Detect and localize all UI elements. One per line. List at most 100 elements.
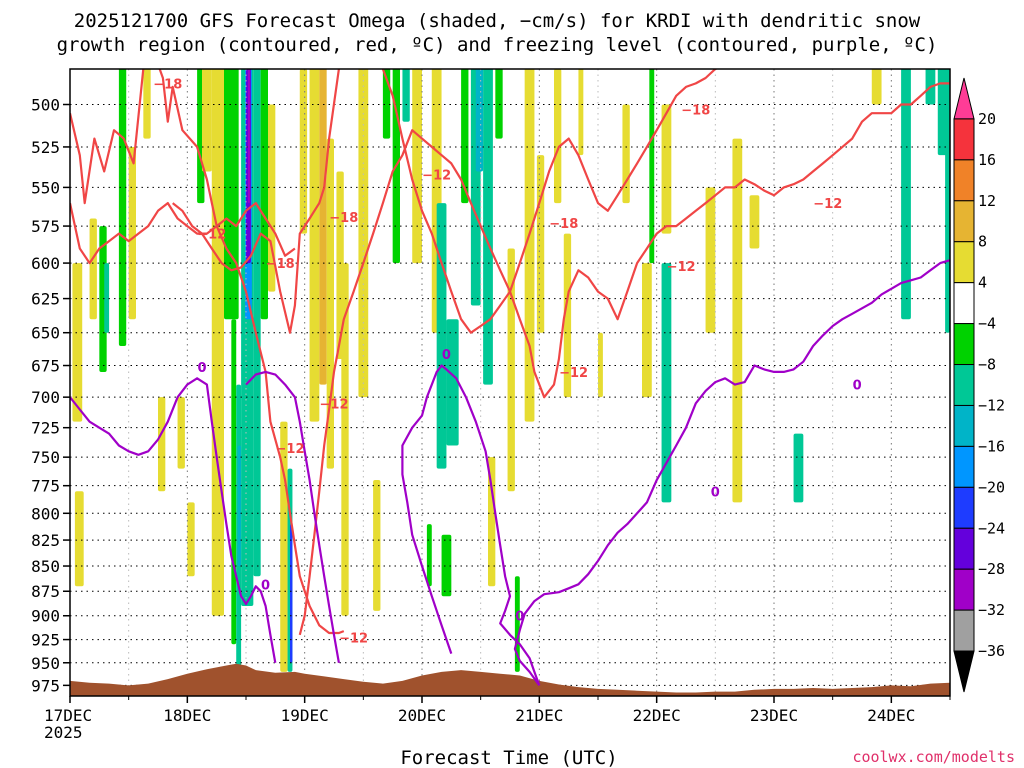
colorbar-swatch-7 (953, 364, 975, 406)
colorbar-label-6: −8 (978, 356, 996, 374)
colorbar-label-13: −36 (978, 642, 1005, 660)
colorbar-label-9: −20 (978, 478, 1005, 496)
contour-label-3: −18 (329, 211, 358, 226)
contour-label-18: 0 (853, 379, 862, 394)
colorbar-swatch-11 (953, 527, 975, 570)
omega-cell-28 (299, 69, 308, 234)
x-tick-label-2: 19DEC (281, 706, 329, 725)
contour-label-15: 0 (442, 348, 451, 363)
colorbar-bottom-arrow (953, 650, 975, 693)
chart-title-line-2: growth region (contoured, red, ºC) and f… (57, 34, 938, 56)
omega-cell-51 (507, 248, 515, 492)
omega-cell-48 (483, 69, 493, 385)
plot-frame (69, 68, 951, 697)
omega-cell-39 (412, 69, 422, 264)
omega-cell-69 (901, 69, 911, 320)
contour-label-7: −12 (422, 169, 451, 184)
omega-cell-70 (925, 69, 936, 105)
omega-cell-55 (554, 69, 562, 204)
colorbar-swatch-2 (953, 159, 975, 202)
omega-cell-24 (268, 104, 276, 292)
x-tick-label-6: 23DEC (750, 706, 798, 725)
y-tick-label-17: 925 (31, 631, 60, 650)
x-tick-label-0: 17DEC (44, 706, 92, 725)
x-tick-label-4: 21DEC (515, 706, 563, 725)
omega-cell-2 (89, 218, 97, 320)
y-tick-label-10: 750 (31, 448, 60, 467)
omega-cell-1 (74, 491, 84, 587)
omega-cell-17 (237, 445, 242, 567)
omega-cell-14 (224, 69, 239, 320)
contour-label-1: −12 (197, 228, 226, 243)
omega-cell-42 (436, 203, 447, 469)
y-tick-label-7: 675 (31, 357, 60, 376)
credit-link[interactable]: coolwx.com/modelts (852, 748, 1015, 766)
omega-cell-57 (578, 69, 584, 156)
omega-cell-15 (231, 319, 237, 645)
colorbar-swatch-4 (953, 241, 975, 284)
omega-cell-63 (661, 263, 672, 503)
omega-cell-56 (563, 233, 572, 398)
contour-label-13: 0 (197, 361, 206, 376)
y-tick-label-16: 900 (31, 607, 60, 626)
y-tick-label-4: 600 (31, 254, 60, 273)
contour-line-2 (70, 202, 296, 265)
omega-cell-34 (358, 69, 369, 398)
omega-cell-21 (247, 69, 250, 204)
y-axis: 500 525 550 575 600 625 650 675 700 725 750 775 800 8… (31, 96, 70, 695)
colorbar-swatch-10 (953, 486, 975, 529)
omega-cell-27 (290, 524, 293, 663)
omega-cell-49 (488, 457, 496, 587)
y-tick-label-18: 950 (31, 654, 60, 673)
colorbar-swatch-5 (953, 282, 975, 325)
contour-line-7 (401, 364, 541, 686)
omega-cell-33 (341, 263, 349, 616)
colorbar: 20 16 12 8 4 −4 −8 −12 −16 −20 −24 −28 −32 −36 (953, 77, 1005, 693)
x-tick-label-1: 18DEC (163, 706, 211, 725)
omega-cell-71 (937, 69, 948, 156)
omega-cell-29 (309, 69, 320, 422)
contour-line-4 (381, 69, 719, 334)
omega-cell-67 (793, 433, 804, 503)
omega-cell-61 (649, 69, 655, 264)
y-tick-label-15: 875 (31, 582, 60, 601)
omega-cell-47 (475, 69, 484, 172)
contour-line-5 (70, 377, 277, 663)
omega-cell-58 (598, 332, 603, 398)
omega-cell-38 (402, 69, 410, 122)
colorbar-label-1: 16 (978, 151, 996, 169)
colorbar-label-8: −16 (978, 437, 1005, 455)
omega-cell-72 (945, 69, 950, 333)
contour-line-3 (298, 82, 950, 636)
contour-label-14: 0 (261, 578, 270, 593)
colorbar-label-10: −24 (978, 519, 1005, 537)
colorbar-label-3: 8 (978, 233, 987, 251)
omega-cell-36 (382, 69, 391, 139)
omega-cell-23 (260, 69, 268, 320)
colorbar-swatch-8 (953, 404, 975, 447)
omega-cell-59 (622, 104, 630, 204)
omega-cell-12 (202, 69, 212, 172)
omega-cell-6 (128, 146, 136, 320)
contour-label-6: −12 (339, 632, 368, 647)
contour-label-10: −12 (667, 260, 696, 275)
colorbar-label-0: 20 (978, 110, 996, 128)
grid (70, 69, 950, 696)
x-tick-label-7: 24DEC (867, 706, 915, 725)
colorbar-label-11: −28 (978, 560, 1005, 578)
omega-cell-45 (461, 69, 469, 204)
contour-line-6 (245, 370, 340, 663)
contour-label-8: −18 (549, 217, 578, 232)
omega-cell-66 (749, 195, 760, 249)
contour-label-2: −18 (266, 257, 295, 272)
y-tick-label-12: 800 (31, 504, 60, 523)
y-tick-label-0: 500 (31, 96, 60, 115)
contour-label-0: −18 (153, 77, 182, 92)
omega-cell-10 (187, 502, 195, 577)
omega-shading (72, 69, 950, 672)
omega-cell-37 (392, 69, 400, 264)
y-tick-label-11: 775 (31, 477, 60, 496)
omega-cell-35 (373, 480, 381, 611)
colorbar-label-5: −4 (978, 315, 996, 333)
